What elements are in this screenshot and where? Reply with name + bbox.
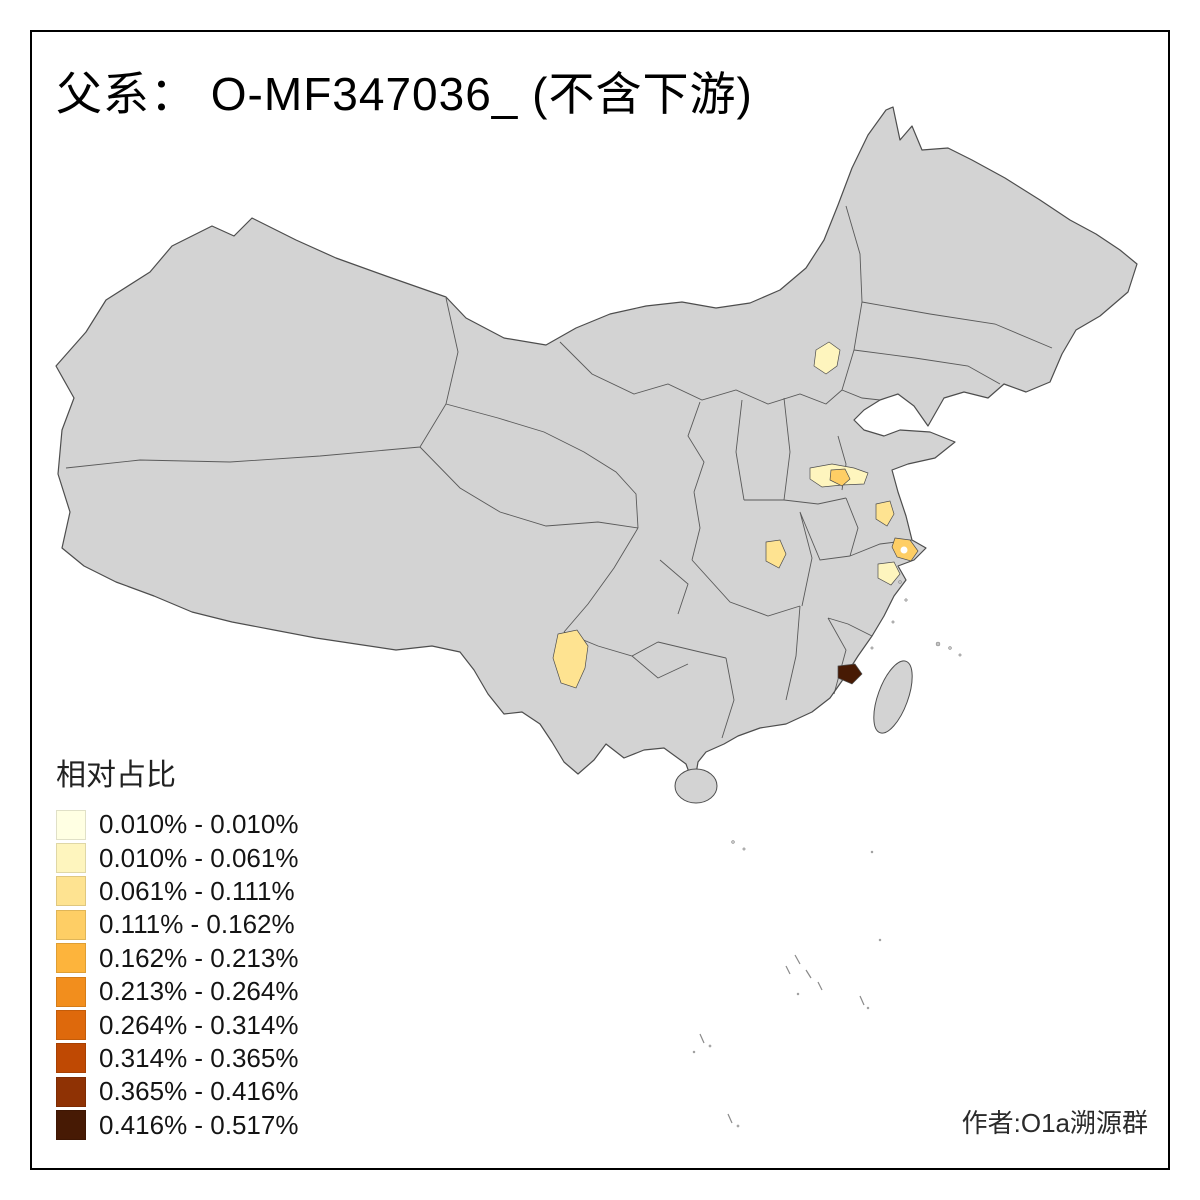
- legend-swatch: [56, 943, 86, 974]
- legend-label: 0.010% - 0.061%: [99, 842, 299, 873]
- highlight-beijing-area: [813, 341, 841, 375]
- taihu-lake: [900, 546, 908, 554]
- highlight-jiangsu-city: [875, 500, 895, 527]
- legend-label: 0.264% - 0.314%: [99, 1009, 299, 1040]
- legend-swatch: [56, 1076, 86, 1107]
- legend-swatch: [56, 909, 86, 940]
- legend-swatch: [56, 876, 86, 907]
- hainan-island: [674, 768, 718, 804]
- small-islands: [692, 580, 962, 1128]
- legend-label: 0.365% - 0.416%: [99, 1076, 299, 1107]
- legend-item: 0.061% - 0.111%: [56, 875, 298, 908]
- legend-item: 0.010% - 0.061%: [56, 841, 298, 874]
- legend-swatch: [56, 976, 86, 1007]
- legend-swatch: [56, 809, 86, 840]
- legend: 相对占比 0.010% - 0.010% 0.010% - 0.061% 0.0…: [56, 750, 298, 1142]
- mainland-outline: [55, 106, 1138, 787]
- legend-label: 0.314% - 0.365%: [99, 1042, 299, 1073]
- legend-item: 0.111% - 0.162%: [56, 908, 298, 941]
- legend-label: 0.061% - 0.111%: [99, 875, 295, 906]
- legend-label: 0.416% - 0.517%: [99, 1109, 299, 1140]
- legend-item: 0.264% - 0.314%: [56, 1008, 298, 1041]
- province-borders: [65, 205, 1053, 739]
- legend-item: 0.416% - 0.517%: [56, 1109, 298, 1142]
- legend-item: 0.314% - 0.365%: [56, 1042, 298, 1075]
- legend-label: 0.010% - 0.010%: [99, 809, 299, 840]
- legend-swatch: [56, 1010, 86, 1041]
- legend-item: 0.365% - 0.416%: [56, 1075, 298, 1108]
- highlighted-regions: [552, 341, 919, 689]
- legend-item: 0.162% - 0.213%: [56, 942, 298, 975]
- legend-item: 0.213% - 0.264%: [56, 975, 298, 1008]
- legend-swatch: [56, 1043, 86, 1074]
- legend-label: 0.111% - 0.162%: [99, 909, 295, 940]
- legend-label: 0.213% - 0.264%: [99, 976, 299, 1007]
- legend-label: 0.162% - 0.213%: [99, 942, 299, 973]
- taiwan-island: [873, 660, 913, 734]
- page-title: 父系： O-MF347036_ (不含下游): [56, 68, 753, 120]
- legend-swatch: [56, 1110, 86, 1141]
- highlight-hubei-city: [765, 539, 787, 569]
- author-credit: 作者:O1a溯源群: [961, 1108, 1148, 1138]
- highlight-fujian-coast: [837, 663, 863, 685]
- highlight-henan-city: [829, 468, 851, 487]
- highlight-zhejiang-north: [877, 561, 901, 586]
- legend-swatch: [56, 843, 86, 874]
- legend-item: 0.010% - 0.010%: [56, 808, 298, 841]
- highlight-yunnan-city: [552, 629, 589, 689]
- legend-title: 相对占比: [56, 759, 176, 792]
